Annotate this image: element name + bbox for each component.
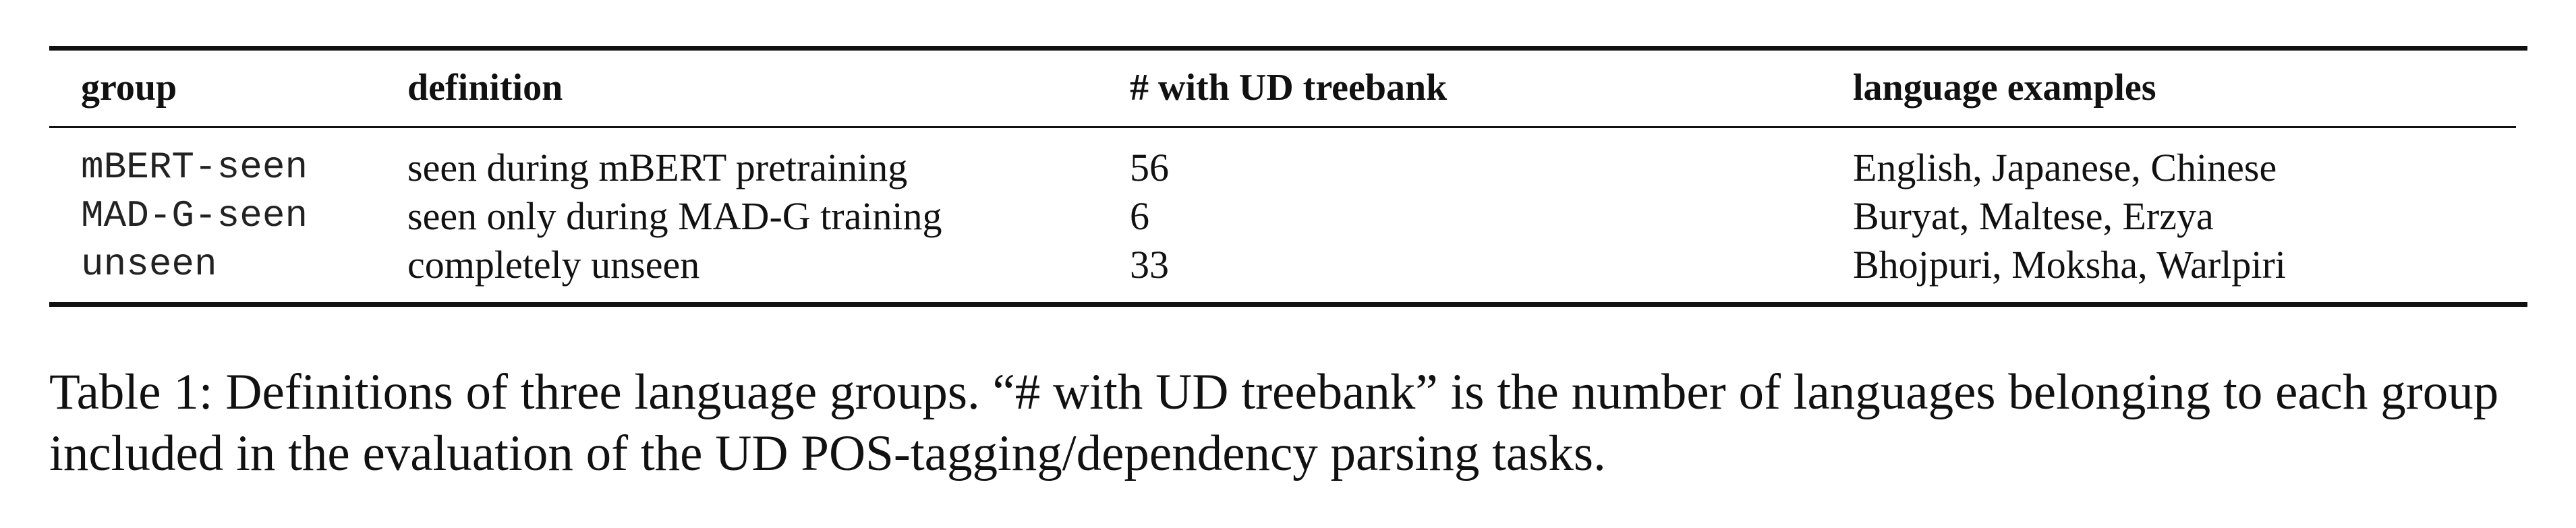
header-language-examples: language examples [1853, 67, 2156, 109]
row-ud-count: 56 [1130, 146, 1169, 189]
table-top-rule [49, 46, 2527, 51]
header-definition: definition [407, 67, 563, 109]
table-header-rule [49, 126, 2516, 128]
row-definition: seen during mBERT pretraining [407, 146, 908, 189]
row-ud-count: 33 [1130, 243, 1169, 287]
row-group: unseen [81, 243, 217, 286]
row-group: MAD-G-seen [81, 194, 308, 237]
row-definition: completely unseen [407, 243, 700, 287]
header-group: group [81, 67, 177, 109]
row-definition: seen only during MAD-G training [407, 194, 942, 238]
row-ud-count: 6 [1130, 194, 1149, 238]
table-caption: Table 1: Definitions of three language g… [49, 364, 2499, 481]
row-language-examples: English, Japanese, Chinese [1853, 146, 2277, 189]
row-group: mBERT-seen [81, 146, 308, 189]
header-ud-count: # with UD treebank [1130, 67, 1448, 109]
row-language-examples: Bhojpuri, Moksha, Warlpiri [1853, 243, 2286, 287]
table-bottom-rule [49, 302, 2527, 307]
row-language-examples: Buryat, Maltese, Erzya [1853, 194, 2214, 238]
